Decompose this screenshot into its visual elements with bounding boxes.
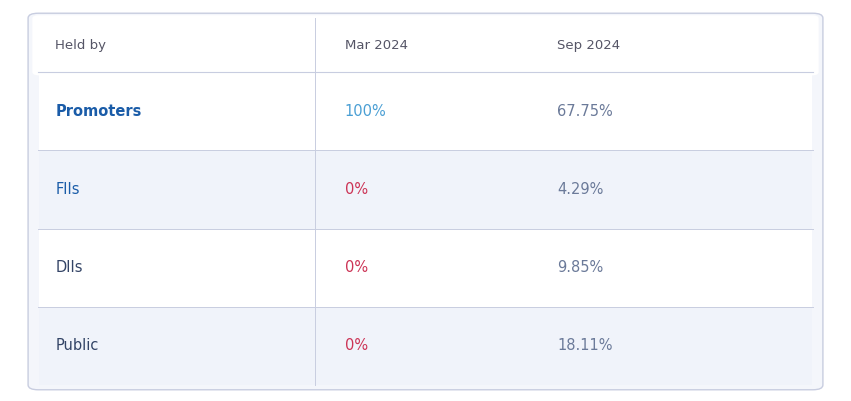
FancyBboxPatch shape [28, 13, 823, 390]
Text: 67.75%: 67.75% [557, 104, 614, 119]
Text: 4.29%: 4.29% [557, 182, 603, 197]
Text: FIIs: FIIs [55, 182, 80, 197]
FancyBboxPatch shape [32, 15, 819, 75]
FancyBboxPatch shape [39, 150, 812, 229]
Text: Mar 2024: Mar 2024 [345, 38, 408, 52]
Text: Public: Public [55, 338, 99, 353]
Text: 9.85%: 9.85% [557, 260, 603, 275]
FancyBboxPatch shape [39, 307, 812, 385]
Text: Held by: Held by [55, 38, 106, 52]
Text: 18.11%: 18.11% [557, 338, 613, 353]
Text: 100%: 100% [345, 104, 386, 119]
Text: Sep 2024: Sep 2024 [557, 38, 620, 52]
FancyBboxPatch shape [39, 72, 812, 150]
Text: 0%: 0% [345, 338, 368, 353]
Text: Promoters: Promoters [55, 104, 141, 119]
Text: 0%: 0% [345, 260, 368, 275]
Text: 0%: 0% [345, 182, 368, 197]
FancyBboxPatch shape [39, 229, 812, 307]
Text: DIIs: DIIs [55, 260, 83, 275]
